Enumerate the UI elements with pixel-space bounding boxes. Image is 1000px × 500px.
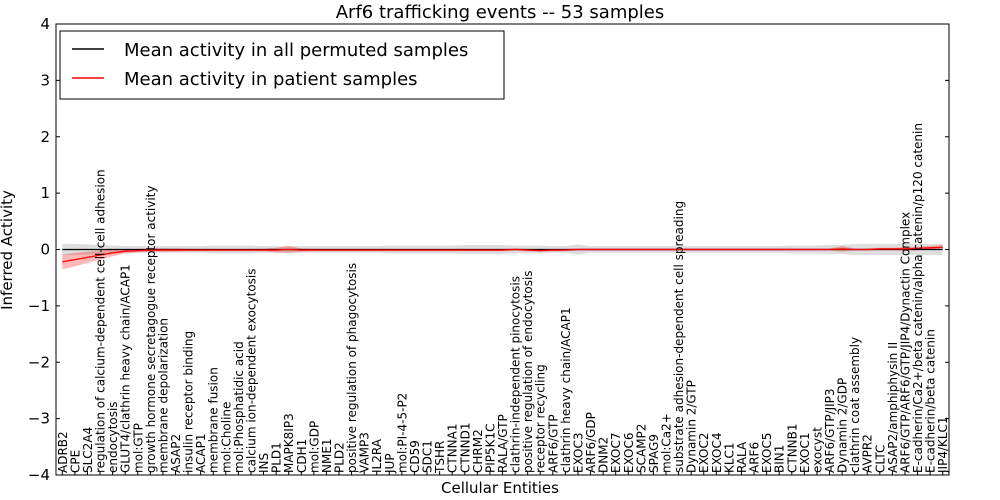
x-tick-label: DNM2 — [597, 437, 611, 473]
x-tick-label: GLUT4/clathrin heavy chain/ACAP1 — [119, 264, 133, 473]
x-tick-label: EXOC5 — [760, 433, 774, 474]
x-tick-label: regulation of calcium-dependent cell-cel… — [94, 169, 108, 473]
x-tick-label: clathrin heavy chain/ACAP1 — [559, 307, 573, 473]
x-tick-label: EXOC6 — [622, 433, 636, 474]
series-line-1 — [62, 246, 943, 263]
x-tick-label: SLC2A4 — [81, 427, 95, 473]
x-tick-label: mol:Ca2+ — [660, 413, 674, 473]
x-tick-label: TSHR — [433, 441, 447, 474]
y-axis: 4 3 2 1 0 −1 −2 −3 −4 — [28, 15, 949, 484]
x-tick-label: CD59 — [408, 440, 422, 473]
x-tick-label: mol:GTP — [131, 423, 145, 473]
x-tick-label: Dynamin 2/GTP — [685, 380, 699, 473]
x-tick-label: RALA — [735, 441, 749, 473]
x-tick-label: calcium ion-dependent exocytosis — [244, 269, 258, 474]
x-tick-label: ASAP2 — [169, 434, 183, 473]
x-tick-label: KLC1 — [722, 442, 736, 473]
x-tick-label: insulin receptor binding — [182, 331, 196, 473]
y-tick-label: 0 — [40, 241, 50, 259]
x-tick-label: ARF6/GDP — [584, 412, 598, 473]
chart-title: Arf6 trafficking events -- 53 samples — [336, 2, 665, 23]
x-tick-label: JIP4/KLC1 — [936, 416, 950, 474]
y-tick-label: 4 — [40, 15, 50, 33]
x-tick-label: SCAMP2 — [634, 424, 648, 473]
x-tick-label: BIN1 — [773, 445, 787, 473]
x-tick-label: mol:Choline — [219, 402, 233, 473]
x-tick-label: CDH1 — [295, 439, 309, 473]
x-tick-label: CTNND1 — [458, 422, 472, 473]
y-axis-label: Inferred Activity — [0, 190, 16, 310]
series-band-1 — [62, 244, 943, 270]
legend-label-patient: Mean activity in patient samples — [124, 69, 418, 90]
x-tick-label: endocytosis — [106, 401, 120, 473]
y-tick-label: 3 — [40, 71, 50, 89]
x-tick-label: ARF6/GTP/JIP3 — [823, 388, 837, 473]
x-tick-label: substrate adhesion-dependent cell spread… — [672, 201, 686, 473]
x-tick-label: ACAP1 — [194, 434, 208, 473]
x-tick-label: exocyst — [810, 427, 824, 473]
series-lines — [62, 246, 943, 263]
x-tick-label: membrane depolarization — [156, 318, 170, 473]
x-tick-label: mol:PI-4-5-P2 — [395, 393, 409, 473]
x-tick-label: E-cadherin/beta catenin — [924, 329, 938, 473]
x-tick-label: ADRB2 — [56, 431, 70, 473]
x-tick-label: JUP — [383, 453, 397, 474]
x-tick-label: CTNNB1 — [785, 423, 799, 473]
x-tick-label: CPE — [68, 450, 82, 473]
y-tick-label: 2 — [40, 128, 50, 146]
x-tick-label: IL2RA — [370, 438, 384, 473]
x-axis-label: Cellular Entities — [441, 479, 559, 497]
x-tick-label: PLD2 — [332, 442, 346, 473]
x-tick-label: Dynamin 2/GDP — [836, 378, 850, 473]
x-tick-label: mol:GDP — [307, 421, 321, 473]
x-tick-label: CLTC — [873, 445, 887, 473]
legend-label-permuted: Mean activity in all permuted samples — [124, 40, 468, 61]
x-tick-label: EXOC3 — [571, 433, 585, 474]
x-tick-label: E-cadherin/Ca2+/beta catenin/alpha caten… — [911, 123, 925, 473]
x-tick-label: EXOC4 — [710, 433, 724, 474]
x-tick-label: EXOC2 — [697, 433, 711, 474]
y-tick-label: −1 — [28, 297, 50, 315]
x-tick-label: EXOC7 — [609, 433, 623, 474]
x-tick-label: PLD1 — [270, 442, 284, 473]
x-tick-label: RALA/GTP — [496, 414, 510, 473]
x-tick-label: clathrin-independent pinocytosis — [509, 276, 523, 473]
y-tick-label: −3 — [28, 410, 50, 428]
x-tick-label: AVPR2 — [861, 434, 875, 473]
x-tick-label: VAMP3 — [358, 432, 372, 473]
legend-box — [59, 30, 505, 100]
y-tick-label: 1 — [40, 184, 50, 202]
x-tick-label: positive regulation of endocytosis — [521, 270, 535, 473]
x-tick-label: ASAP2/amphiphysin II — [886, 342, 900, 473]
x-tick-label: CHRM2 — [471, 429, 485, 473]
x-tick-label: growth hormone secretagogue receptor act… — [144, 186, 158, 473]
x-tick-label: receptor recycling — [534, 364, 548, 473]
x-tick-label: clathrin coat assembly — [848, 337, 862, 473]
x-tick-label: CTNNA1 — [446, 423, 460, 473]
x-tick-label: positive regulation of phagocytosis — [345, 263, 359, 473]
x-tick-label: ARF6/GTP/ARF6/GTP/JIP4/Dynactin Complex — [898, 212, 912, 473]
x-tick-label: ARF6 — [748, 442, 762, 473]
y-tick-label: −4 — [28, 466, 50, 484]
x-tick-label: mol:Phosphatidic acid — [232, 341, 246, 473]
x-tick-label: ARF6/GTP — [546, 414, 560, 473]
x-tick-label: PIP5K1C — [483, 423, 497, 473]
x-tick-label: membrane fusion — [207, 367, 221, 473]
x-tick-label: SPAG9 — [647, 434, 661, 473]
x-tick-label: EXOC1 — [798, 433, 812, 474]
legend: Mean activity in all permuted samples Me… — [59, 30, 505, 100]
x-tick-label: SDC1 — [421, 440, 435, 473]
x-tick-label: NME1 — [320, 438, 334, 473]
x-tick-label: INS — [257, 453, 271, 473]
x-tick-label: MAPK8IP3 — [282, 413, 296, 473]
y-tick-label: −2 — [28, 353, 50, 371]
confidence-bands — [62, 243, 943, 270]
